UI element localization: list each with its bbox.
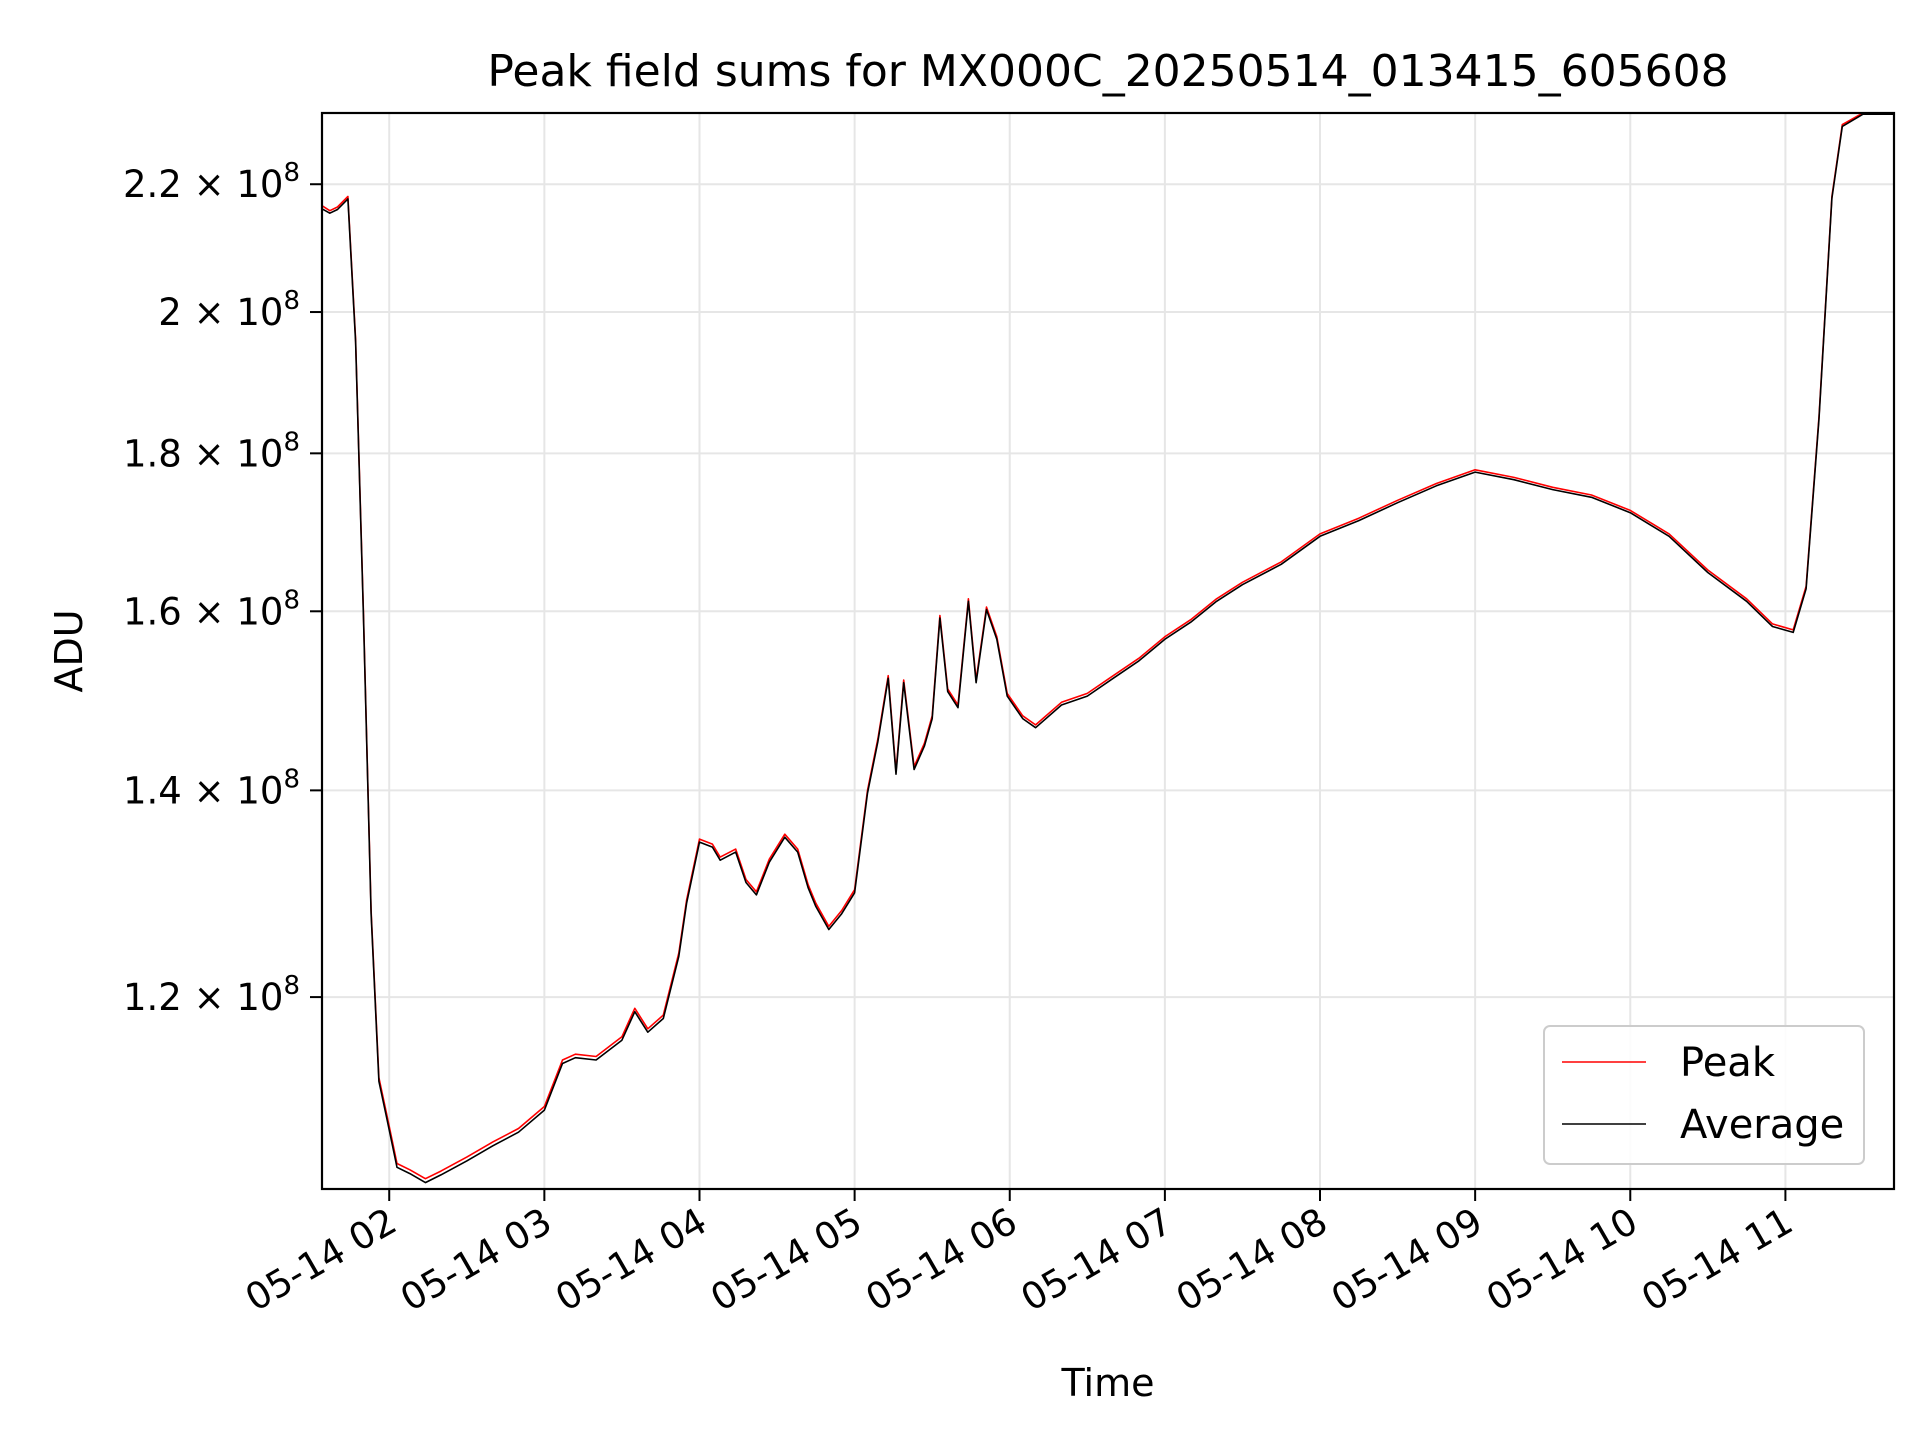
grid <box>322 113 1894 1189</box>
x-tick-label: 05-14 05 <box>704 1200 870 1320</box>
x-tick-label: 05-14 09 <box>1324 1200 1490 1320</box>
y-axis-ticks: 1.2 × 108 1.4 × 108 1.6 × 108 1.8 × 108 2 × … <box>123 158 322 1019</box>
y-tick-label: 2.2 × 108 <box>123 158 300 206</box>
series-line-peak <box>321 112 1894 1180</box>
y-tick-label: 1.8 × 108 <box>123 427 300 475</box>
y-axis-label: ADU <box>47 609 91 692</box>
x-tick-label: 05-14 08 <box>1169 1200 1335 1320</box>
legend-label-peak: Peak <box>1680 1040 1776 1086</box>
y-tick-label: 1.2 × 108 <box>123 971 300 1019</box>
series-line-average <box>321 113 1894 1184</box>
x-tick-label: 05-14 07 <box>1014 1200 1180 1320</box>
legend-label-average: Average <box>1680 1102 1844 1148</box>
chart-title: Peak field sums for MX000C_20250514_0134… <box>487 46 1728 97</box>
x-tick-label: 05-14 11 <box>1634 1200 1800 1320</box>
legend-box <box>1543 1025 1865 1165</box>
y-tick-label: 1.4 × 108 <box>123 764 300 812</box>
x-tick-label: 05-14 03 <box>393 1200 559 1320</box>
series-layer <box>321 112 1894 1184</box>
y-tick-label: 2 × 108 <box>158 286 300 334</box>
x-tick-label: 05-14 04 <box>548 1200 714 1320</box>
legend: Peak Average <box>1543 1025 1865 1165</box>
x-axis-label: Time <box>1061 1361 1155 1405</box>
plot-frame <box>320 111 1896 1191</box>
x-tick-label: 05-14 06 <box>859 1200 1025 1320</box>
x-tick-label: 05-14 02 <box>238 1200 404 1320</box>
y-tick-label: 1.6 × 108 <box>123 585 300 633</box>
x-tick-label: 05-14 10 <box>1479 1200 1645 1320</box>
